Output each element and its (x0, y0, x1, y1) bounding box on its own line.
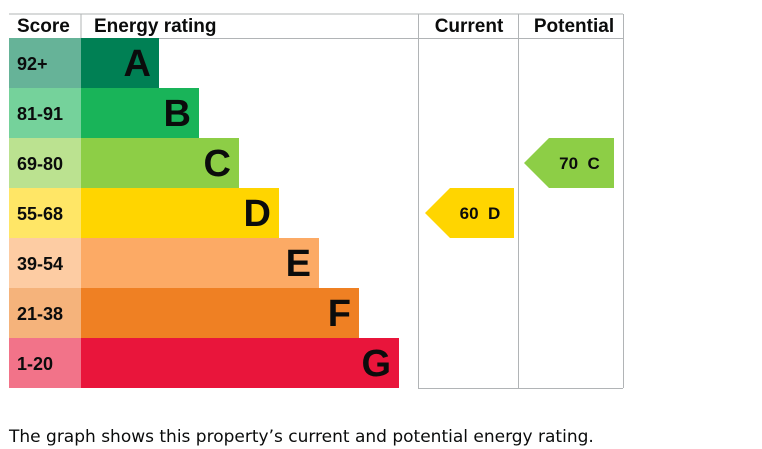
band-e-score-cell (9, 238, 81, 288)
band-b-score-label: 81-91 (17, 104, 63, 124)
rating-markers: 60 D 70 C (425, 138, 614, 238)
band-b-letter: B (164, 93, 191, 135)
band-g-letter: G (361, 343, 391, 385)
band-c-letter: C (204, 143, 231, 185)
band-a-bar (81, 38, 159, 88)
band-g-score-cell (9, 338, 81, 388)
score-header: Score (17, 16, 70, 37)
band-d-letter: D (244, 193, 271, 235)
energy-rating-header: Energy rating (94, 16, 216, 37)
potential-header: Potential (534, 16, 614, 37)
current-rating-label: 60 D (460, 204, 501, 223)
band-f-letter: F (328, 293, 351, 335)
band-f-score-label: 21-38 (17, 304, 63, 324)
band-c-score-label: 69-80 (17, 154, 63, 174)
energy-rating-chart: Score Energy rating Current Potential 92… (9, 13, 624, 389)
band-c-score-cell (9, 138, 81, 188)
band-d-score-label: 55-68 (17, 204, 63, 224)
chart-caption: The graph shows this property’s current … (9, 427, 594, 447)
band-f-bar (81, 288, 359, 338)
band-f-score-cell (9, 288, 81, 338)
band-b-bar (81, 88, 199, 138)
band-b-score-cell (9, 88, 81, 138)
band-g-score-label: 1-20 (17, 354, 53, 374)
band-d-score-cell (9, 188, 81, 238)
rating-bands: 92+ A 81-91 B 69-80 C 55-68 D 39-54 E 21-38 F 1-20 G (9, 38, 399, 388)
current-header: Current (435, 16, 504, 37)
band-e-letter: E (286, 243, 311, 285)
band-d-bar (81, 188, 279, 238)
band-a-score-label: 92+ (17, 54, 48, 74)
current-rating-arrow (425, 188, 514, 238)
band-c-bar (81, 138, 239, 188)
band-g-bar (81, 338, 399, 388)
band-e-bar (81, 238, 319, 288)
band-a-score-cell (9, 38, 81, 88)
band-e-score-label: 39-54 (17, 254, 63, 274)
potential-rating-label: 70 C (559, 154, 600, 173)
potential-rating-arrow (524, 138, 614, 188)
band-a-letter: A (124, 43, 151, 85)
